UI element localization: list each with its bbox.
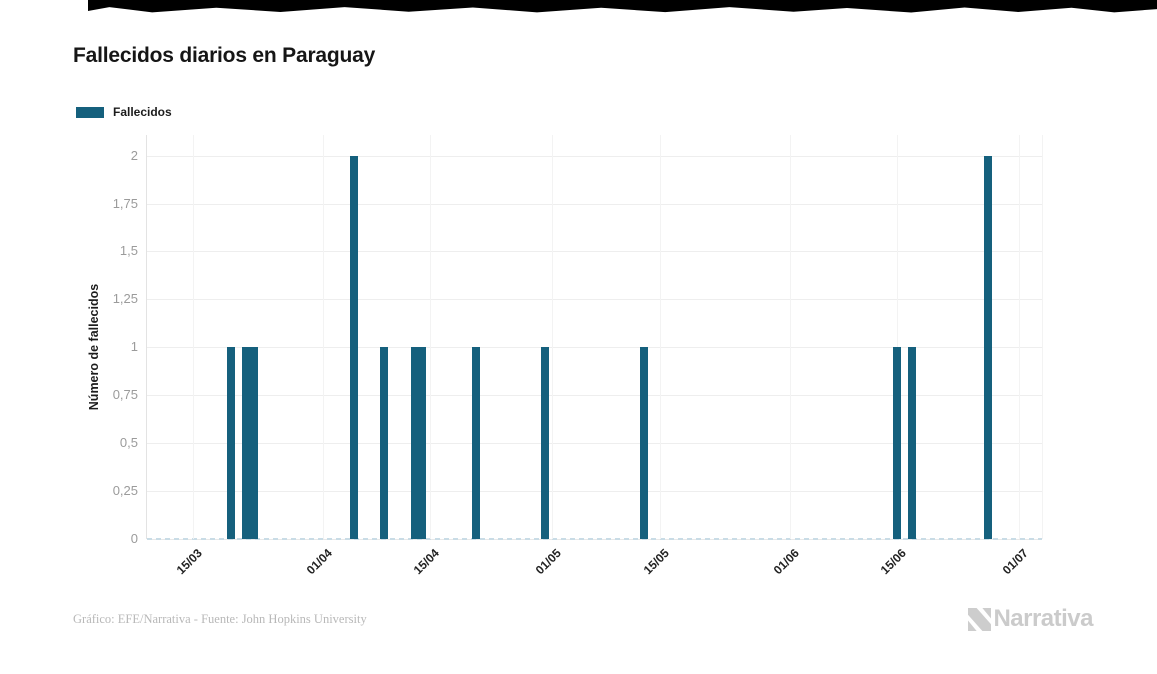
bar[interactable] xyxy=(471,347,480,539)
y-tick-label: 0 xyxy=(130,531,138,546)
legend-swatch xyxy=(76,106,104,118)
gridline-x xyxy=(789,135,791,539)
y-tick-label: 1,5 xyxy=(119,243,138,259)
gridline-x xyxy=(192,135,194,539)
narrativa-n-icon xyxy=(968,607,992,631)
bar[interactable] xyxy=(907,347,916,539)
y-tick-label: 0,5 xyxy=(119,435,138,451)
bar[interactable] xyxy=(540,347,549,539)
gridline-x xyxy=(659,135,661,539)
gridline-y xyxy=(147,251,1042,253)
x-tick-label: 15/05 xyxy=(640,546,672,578)
gridline-y xyxy=(147,491,1042,493)
credit-text: Gráfico: EFE/Narrativa - Fuente: John Ho… xyxy=(73,611,367,626)
y-tick-label: 1,25 xyxy=(112,291,138,307)
x-tick-label: 15/04 xyxy=(410,546,442,578)
y-axis-title: Número de fallecidos xyxy=(87,283,101,411)
y-tick-label: 1 xyxy=(130,339,138,355)
gridline-y xyxy=(147,443,1042,445)
x-tick-label: 15/06 xyxy=(877,546,909,578)
narrativa-logo: Narrativa xyxy=(968,605,1093,633)
bar[interactable] xyxy=(250,347,259,539)
legend-label: Fallecidos xyxy=(113,105,172,119)
gridline-y xyxy=(147,155,1042,157)
x-tick-label: 15/03 xyxy=(173,546,205,578)
x-tick-label: 01/05 xyxy=(533,546,565,578)
plot-area: 0 0,25 0,5 0,75 1 1,25 1,5 1,75 2 15/03 01/04 15/04… xyxy=(113,135,1043,577)
chart-title: Fallecidos diarios en Paraguay xyxy=(73,44,376,67)
bar[interactable] xyxy=(227,347,236,539)
y-tick-label: 0,75 xyxy=(112,387,138,403)
x-tick-label: 01/07 xyxy=(999,546,1031,578)
top-strip xyxy=(88,0,1157,13)
bar[interactable] xyxy=(242,347,251,539)
gridline-y xyxy=(147,395,1042,397)
bar[interactable] xyxy=(640,347,649,539)
narrativa-logo-text: Narrativa xyxy=(993,605,1093,632)
gridline-x xyxy=(1019,135,1021,539)
y-tick-label: 1,75 xyxy=(112,195,138,211)
gridline-y xyxy=(147,299,1042,301)
gridline-x xyxy=(552,135,554,539)
y-tick-label: 2 xyxy=(130,147,138,163)
gridline-x xyxy=(430,135,432,539)
bar[interactable] xyxy=(984,155,993,539)
zero-value-bars xyxy=(147,538,1042,540)
x-tick-label: 01/06 xyxy=(770,546,802,578)
y-tick-label: 0,25 xyxy=(112,483,138,499)
x-tick-label: 01/04 xyxy=(303,546,335,578)
gridline-y xyxy=(147,347,1042,349)
gridline-x xyxy=(896,135,898,539)
bar[interactable] xyxy=(380,347,389,539)
gridline-x xyxy=(1042,135,1043,539)
gridline-y xyxy=(147,203,1042,205)
bar[interactable] xyxy=(349,155,358,539)
bar[interactable] xyxy=(418,347,427,539)
gridline-x xyxy=(322,135,324,539)
footer: Gráfico: EFE/Narrativa - Fuente: John Ho… xyxy=(73,604,1093,634)
y-axis-line xyxy=(146,135,147,539)
bar[interactable] xyxy=(410,347,419,539)
legend[interactable]: Fallecidos xyxy=(76,105,172,119)
bar[interactable] xyxy=(892,347,901,539)
